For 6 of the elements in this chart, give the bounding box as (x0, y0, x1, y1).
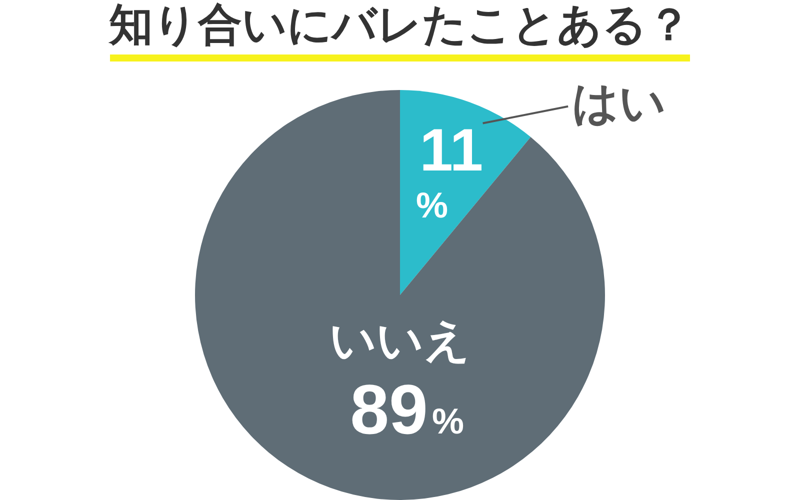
slice-label: はい (572, 76, 666, 128)
pie-slice (400, 90, 531, 295)
data-label: 11% (416, 116, 484, 226)
slice-label: いいえ (330, 314, 470, 366)
chart-title: 知り合いにバレたことある？ (108, 0, 691, 50)
data-label: 89% (350, 370, 464, 448)
